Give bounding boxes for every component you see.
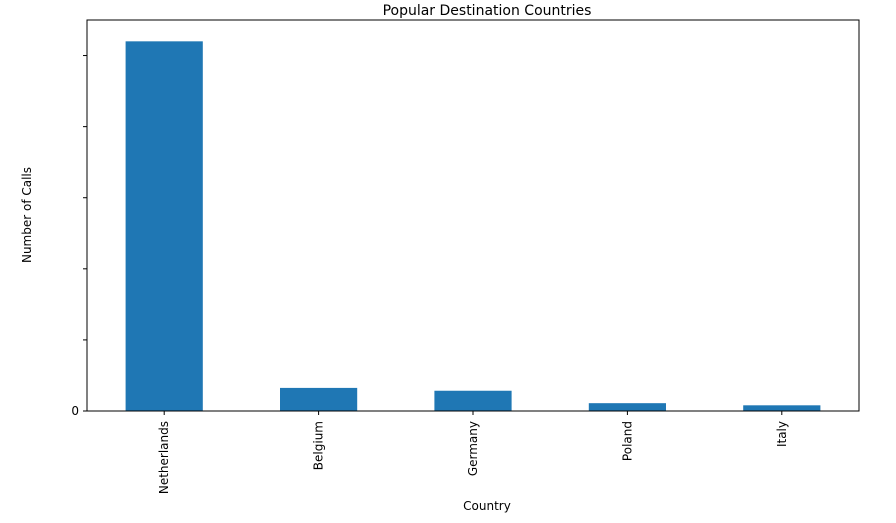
bar-belgium <box>280 387 358 411</box>
x-axis-ticks: Netherlands Belgium Germany Poland Italy <box>157 411 789 494</box>
y-axis-label: Number of Calls <box>20 167 34 263</box>
bar-netherlands <box>125 41 203 411</box>
plot-frame <box>86 19 860 412</box>
x-tick-label: Belgium <box>312 421 326 470</box>
bars-group <box>125 41 821 411</box>
bar-italy <box>743 405 821 411</box>
x-axis-label: Country <box>463 499 511 513</box>
bar-poland <box>588 403 666 411</box>
y-axis-ticks: 0 <box>71 55 87 418</box>
x-tick-label: Netherlands <box>157 421 171 494</box>
x-tick-label: Poland <box>620 421 634 461</box>
x-tick-label: Italy <box>775 421 789 447</box>
bar-germany <box>434 390 512 411</box>
chart-title: Popular Destination Countries <box>383 3 592 19</box>
x-tick-label: Germany <box>466 421 480 476</box>
y-tick-label: 0 <box>71 404 79 418</box>
